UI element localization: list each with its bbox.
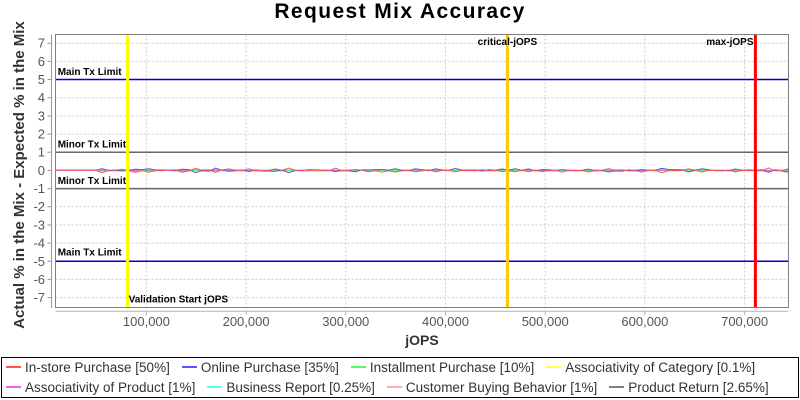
svg-text:-7: -7 [33,290,45,305]
svg-text:-2: -2 [33,199,45,214]
svg-text:7: 7 [38,36,45,51]
svg-text:2: 2 [38,127,45,142]
svg-text:-3: -3 [33,217,45,232]
svg-text:critical-jOPS: critical-jOPS [478,37,538,48]
svg-text:-1: -1 [33,181,45,196]
svg-text:Main Tx Limit: Main Tx Limit [58,248,123,259]
svg-text:3: 3 [38,108,45,123]
svg-text:Actual % in the Mix - Expected: Actual % in the Mix - Expected % in the … [11,21,28,329]
svg-text:6: 6 [38,54,45,69]
svg-text:400,000: 400,000 [422,314,469,329]
svg-text:Minor Tx Limit: Minor Tx Limit [58,139,127,150]
svg-text:0: 0 [38,163,45,178]
svg-text:Main Tx Limit: Main Tx Limit [58,67,123,78]
svg-text:100,000: 100,000 [123,314,170,329]
svg-text:-6: -6 [33,272,45,287]
svg-text:Minor Tx Limit: Minor Tx Limit [58,176,127,187]
svg-text:5: 5 [38,72,45,87]
svg-text:500,000: 500,000 [522,314,569,329]
svg-text:300,000: 300,000 [322,314,369,329]
svg-text:4: 4 [38,90,45,105]
svg-text:1: 1 [38,145,45,160]
svg-text:max-jOPS: max-jOPS [706,37,754,48]
svg-text:700,000: 700,000 [721,314,768,329]
svg-text:-5: -5 [33,254,45,269]
svg-text:jOPS: jOPS [404,332,438,348]
svg-text:600,000: 600,000 [621,314,668,329]
svg-text:200,000: 200,000 [223,314,270,329]
svg-text:-4: -4 [33,236,45,251]
svg-text:Validation Start jOPS: Validation Start jOPS [129,295,229,306]
